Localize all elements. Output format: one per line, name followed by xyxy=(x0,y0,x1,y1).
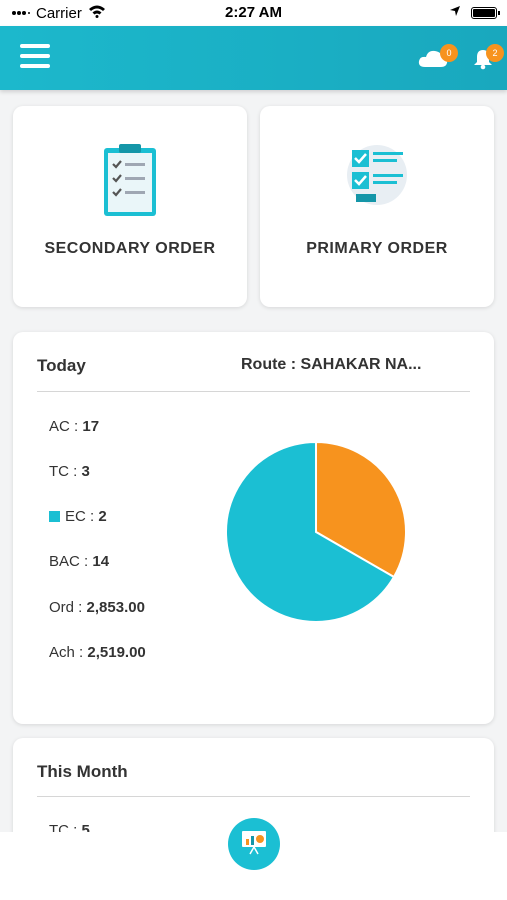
secondary-order-card[interactable]: SECONDARY ORDER xyxy=(13,106,247,307)
sync-badge: 0 xyxy=(440,44,458,62)
wifi-icon xyxy=(88,4,106,22)
presentation-chart-icon xyxy=(240,829,268,860)
checklist-document-icon xyxy=(344,142,410,213)
pie-slice-1 xyxy=(225,440,396,623)
primary-order-card[interactable]: PRIMARY ORDER xyxy=(260,106,494,307)
bell-icon[interactable]: 2 xyxy=(472,44,504,75)
primary-order-label: PRIMARY ORDER xyxy=(306,240,448,257)
cloud-icon[interactable]: 0 xyxy=(418,44,458,73)
status-right xyxy=(449,4,500,21)
month-title: This Month xyxy=(37,762,128,781)
today-title: Today xyxy=(37,356,86,375)
today-pie-chart xyxy=(225,440,407,623)
stat-ach: Ach : 2,519.00 xyxy=(49,644,146,661)
stat-tc: TC : 3 xyxy=(49,463,90,480)
today-summary-card: Today Route : SAHAKAR NA... AC : 17 TC :… xyxy=(13,332,494,724)
stat-ac: AC : 17 xyxy=(49,418,100,435)
signal-icon xyxy=(12,5,30,22)
hamburger-icon[interactable] xyxy=(20,44,50,70)
status-time: 2:27 AM xyxy=(225,4,282,21)
route-label: Route : SAHAKAR NA... xyxy=(241,356,422,373)
carrier-label: Carrier xyxy=(36,4,82,22)
battery-icon xyxy=(471,6,500,19)
stat-ec: EC : 2 xyxy=(49,508,107,525)
status-left: Carrier xyxy=(12,4,106,22)
legend-swatch xyxy=(49,511,60,522)
pie-slice-0 xyxy=(315,440,407,579)
location-arrow-icon xyxy=(449,4,461,21)
dashboard-fab[interactable] xyxy=(228,818,280,870)
clipboard-checklist-icon xyxy=(102,142,158,223)
card-divider xyxy=(37,796,470,797)
card-divider xyxy=(37,391,470,392)
status-bar: Carrier 2:27 AM xyxy=(0,0,507,26)
app-header: 0 2 xyxy=(0,26,507,90)
stat-ord: Ord : 2,853.00 xyxy=(49,599,145,616)
notification-badge: 2 xyxy=(486,44,504,62)
stat-bac: BAC : 14 xyxy=(49,553,110,570)
secondary-order-label: SECONDARY ORDER xyxy=(44,240,216,257)
